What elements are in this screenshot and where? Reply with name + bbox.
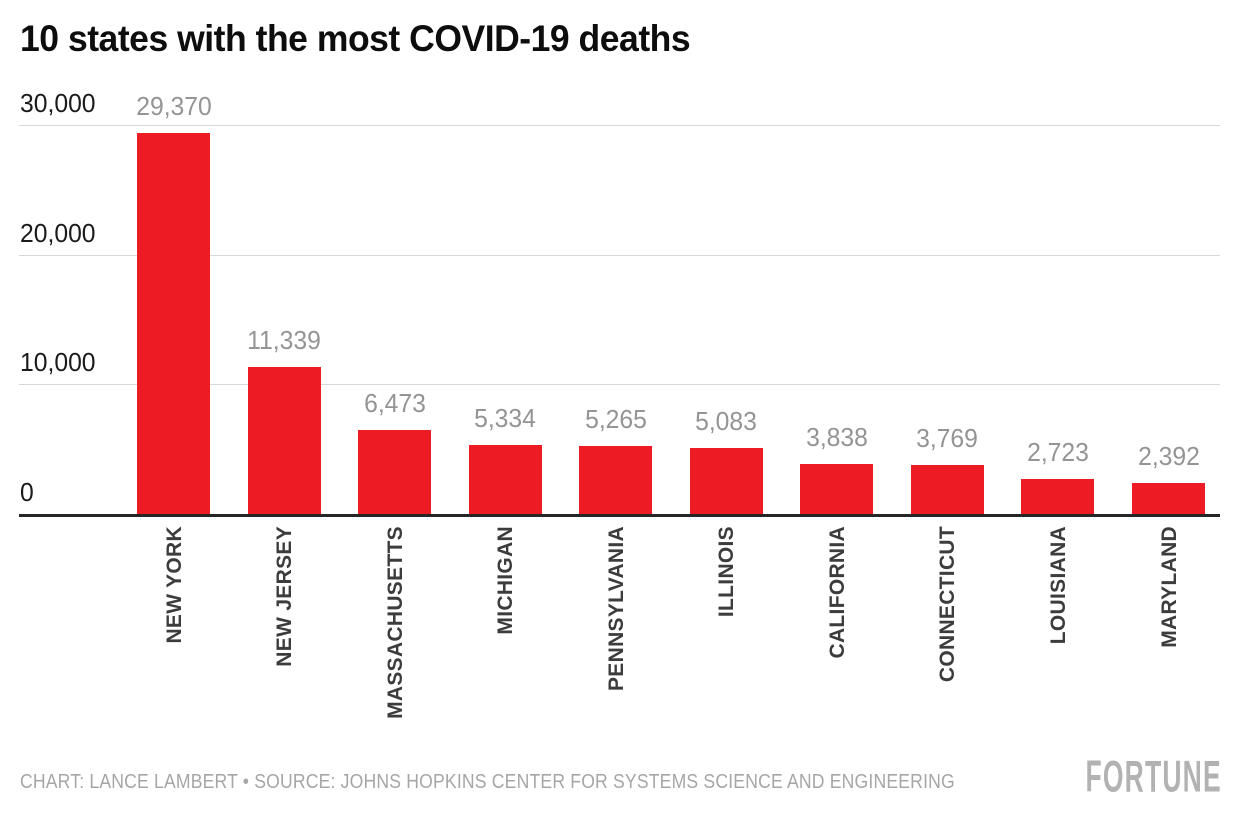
bar-illinois (689, 448, 763, 514)
bar-value-label: 5,265 (584, 403, 647, 434)
bar-new-jersey (247, 366, 321, 514)
x-axis-category-label: CONNECTICUT (936, 526, 960, 683)
bar-michigan (468, 444, 542, 514)
bar-value-label: 2,392 (1137, 440, 1200, 471)
bar-value-label: 5,083 (695, 406, 758, 437)
bar-value-label: 11,339 (247, 324, 321, 355)
gridline-30,000 (19, 125, 1220, 126)
x-axis-category-label: LOUISIANA (1046, 526, 1070, 645)
bar-value-label: 3,838 (805, 422, 868, 453)
gridline-10,000 (19, 384, 1220, 386)
y-axis-tick-label: 10,000 (20, 347, 96, 378)
x-axis-category-label: ILLINOIS (715, 526, 739, 618)
bar-pennsylvania (579, 445, 653, 514)
bar-california (800, 464, 874, 514)
chart-title: 10 states with the most COVID-19 deaths (20, 18, 691, 59)
y-axis-tick-label: 20,000 (20, 217, 96, 248)
x-axis-baseline (19, 514, 1220, 517)
gridline-20,000 (19, 254, 1220, 256)
bar-massachusetts (358, 430, 432, 514)
x-axis-category-label: NEW JERSEY (273, 526, 297, 667)
bar-new-york (137, 133, 210, 514)
bar-connecticut (910, 465, 984, 514)
fortune-logo: FORTUNE (1085, 751, 1222, 802)
bar-value-label: 6,473 (363, 388, 426, 419)
bar-value-label: 3,769 (916, 423, 979, 454)
x-axis-category-label: MICHIGAN (494, 526, 518, 635)
x-axis-category-label: PENNSYLVANIA (604, 526, 628, 692)
bar-value-label: 29,370 (135, 91, 212, 122)
chart-credit-source: CHART: LANCE LAMBERT • SOURCE: JOHNS HOP… (20, 771, 955, 793)
x-axis-category-label: MASSACHUSETTS (383, 526, 407, 719)
bar-value-label: 5,334 (474, 402, 537, 433)
y-axis-tick-label: 30,000 (20, 88, 96, 118)
bar-maryland (1132, 482, 1206, 514)
x-axis-category-label: MARYLAND (1157, 526, 1181, 648)
bar-value-label: 2,723 (1027, 436, 1089, 467)
x-axis-category-label: NEW YORK (162, 526, 186, 644)
x-axis-category-label: CALIFORNIA (825, 526, 849, 659)
bar-louisiana (1021, 478, 1095, 514)
y-axis-tick-label: 0 (20, 477, 34, 507)
